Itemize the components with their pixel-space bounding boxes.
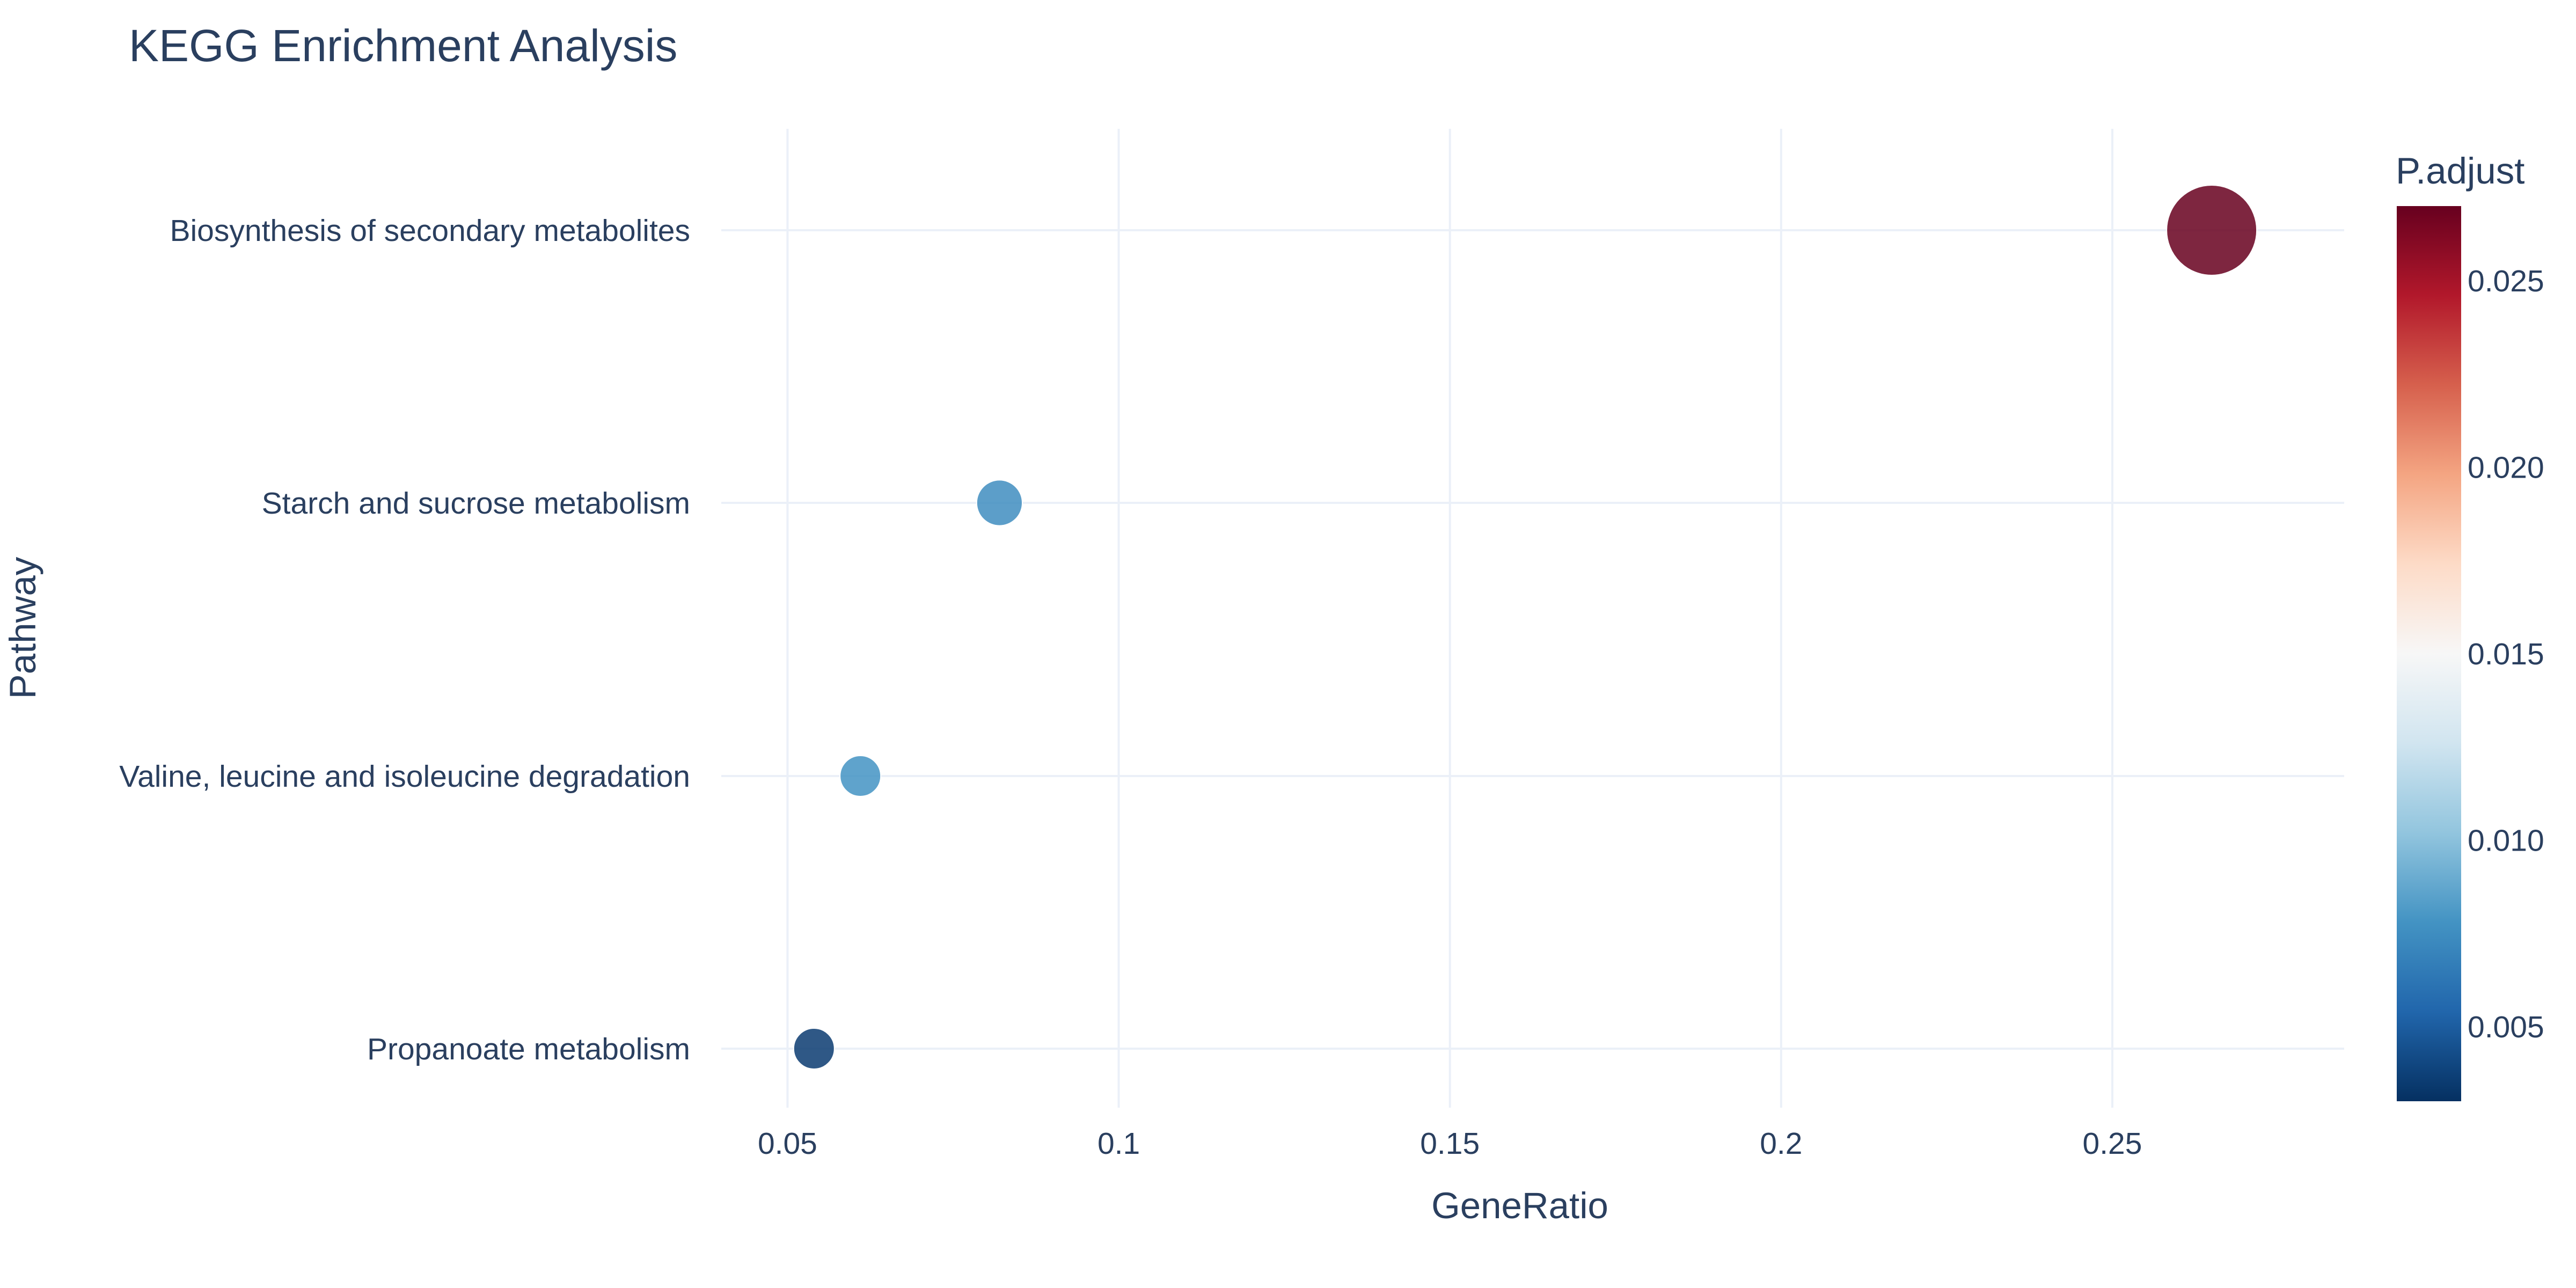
colorbar-title: P.adjust xyxy=(2396,150,2524,192)
x-axis-title: GeneRatio xyxy=(1431,1185,1608,1226)
y-category-label: Biosynthesis of secondary metabolites xyxy=(170,214,690,248)
colorbar-tick-label: 0.025 xyxy=(2468,264,2544,298)
y-category-label: Starch and sucrose metabolism xyxy=(262,486,690,521)
x-tick-label: 0.15 xyxy=(1420,1126,1480,1161)
y-category-label: Valine, leucine and isoleucine degradati… xyxy=(119,759,690,794)
colorbar-tick-label: 0.005 xyxy=(2468,1010,2544,1044)
colorbar-tick-label: 0.015 xyxy=(2468,637,2544,671)
y-category-label: Propanoate metabolism xyxy=(367,1032,690,1066)
data-points xyxy=(793,185,2258,1070)
x-tick-label: 0.2 xyxy=(1760,1126,1802,1161)
x-tick-label: 0.05 xyxy=(758,1126,817,1161)
y-category-labels: Biosynthesis of secondary metabolites Sta… xyxy=(119,214,690,1066)
pathway-point[interactable] xyxy=(976,479,1023,526)
pathway-point[interactable] xyxy=(2166,185,2258,276)
colorbar: P.adjust 0.025 0.020 0.015 0.010 0.005 xyxy=(2396,150,2544,1101)
x-tick-label: 0.25 xyxy=(2083,1126,2142,1161)
pathway-point[interactable] xyxy=(793,1028,835,1070)
chart-title: KEGG Enrichment Analysis xyxy=(129,20,677,71)
pathway-point[interactable] xyxy=(839,755,882,797)
x-tick-labels: 0.05 0.1 0.15 0.2 0.25 xyxy=(758,1126,2142,1161)
x-tick-label: 0.1 xyxy=(1097,1126,1140,1161)
colorbar-tick-label: 0.010 xyxy=(2468,824,2544,858)
colorbar-tick-label: 0.020 xyxy=(2468,451,2544,485)
grid-layer xyxy=(721,129,2344,1108)
y-axis-title: Pathway xyxy=(2,557,43,699)
colorbar-gradient xyxy=(2397,206,2461,1101)
